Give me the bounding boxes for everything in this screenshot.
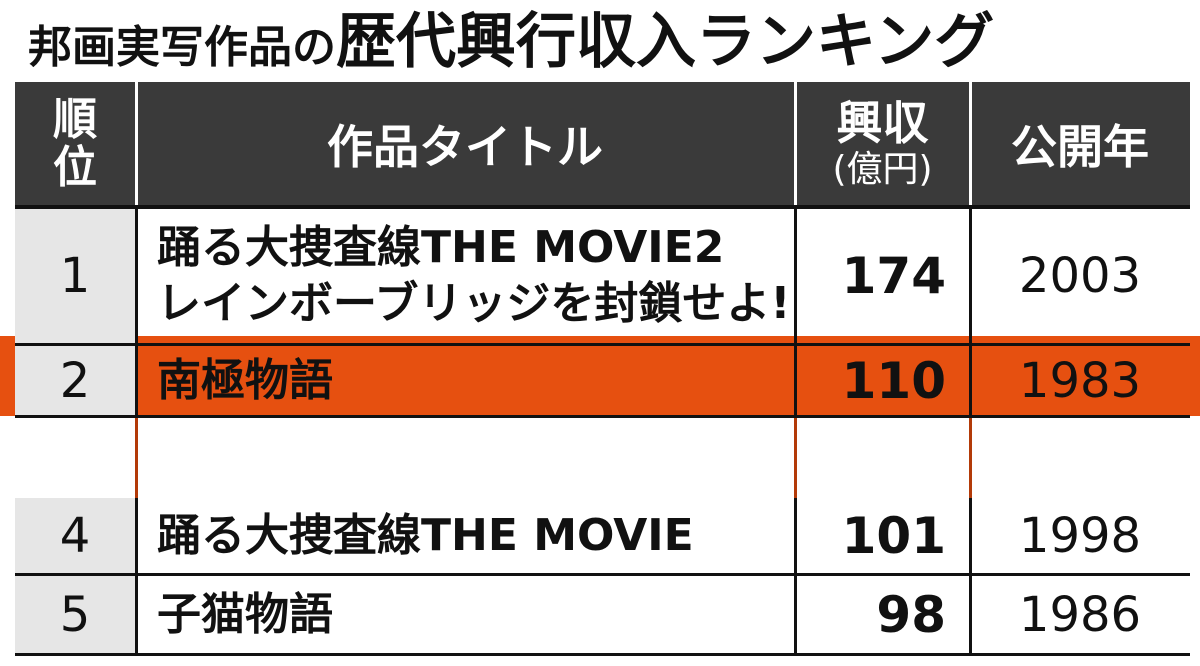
rank-cell: 5 — [15, 576, 135, 653]
rank-cell: 1 — [15, 209, 135, 343]
chart-title-prefix: 邦画実写作品の — [28, 22, 336, 73]
rank-cell-bg — [15, 498, 135, 573]
title-line: 踊る大捜査線THE MOVIE2 — [157, 222, 725, 273]
column-divider — [969, 498, 972, 573]
column-divider — [135, 346, 138, 415]
gross-value: 110 — [841, 351, 946, 410]
header-rank-line1: 順 — [53, 93, 97, 145]
header-gross-unit: (億円) — [832, 148, 933, 190]
ranking-table: 順 位 作品タイトル 興収 (億円) 公開年 1 踊る大捜査線THE MOVIE… — [15, 82, 1190, 660]
rank-cell: 4 — [15, 498, 135, 573]
title-cell: 踊る大捜査線THE MOVIE2 レインボーブリッジを封鎖せよ! — [135, 209, 795, 343]
rank-cell: 2 — [15, 346, 135, 415]
chart-title-main: 歴代興行収入ランキング — [336, 7, 995, 77]
year-cell: 2003 — [970, 209, 1190, 343]
rank-value: 5 — [59, 586, 91, 643]
gross-cell: 110 — [795, 346, 970, 415]
year-cell: 1986 — [970, 576, 1190, 653]
column-divider — [135, 498, 138, 573]
header-gross: 興収 (億円) — [795, 82, 970, 205]
header-divider — [135, 82, 138, 205]
header-year: 公開年 — [970, 82, 1190, 205]
column-divider — [969, 576, 972, 653]
column-divider — [135, 209, 138, 343]
year-cell: 1983 — [970, 346, 1190, 415]
title-line: 踊る大捜査線THE MOVIE — [157, 509, 694, 561]
gross-value: 174 — [841, 247, 946, 305]
table-row-highlighted: 3 国宝 105 2025 — [15, 418, 1190, 498]
year-value: 1983 — [1018, 352, 1142, 409]
header-title-label: 作品タイトル — [327, 119, 603, 174]
title-cell: 踊る大捜査線THE MOVIE — [135, 498, 795, 573]
title-line: 南極物語 — [157, 354, 333, 406]
rank-cell-bg — [15, 209, 135, 343]
header-divider — [969, 82, 972, 205]
table-row: 5 子猫物語 98 1986 — [15, 576, 1190, 656]
header-gross-label: 興収 — [836, 95, 929, 150]
gross-cell: 101 — [795, 498, 970, 573]
year-value: 1998 — [1018, 507, 1142, 564]
year-cell: 2025 — [970, 418, 1190, 498]
gross-value: 101 — [841, 506, 946, 565]
rank-value: 2 — [59, 352, 91, 409]
rank-cell-bg — [15, 346, 135, 415]
gross-value: 98 — [876, 585, 946, 644]
year-value: 2003 — [1018, 248, 1142, 304]
year-value: 1986 — [1018, 586, 1142, 643]
column-divider — [969, 346, 972, 415]
year-value: 2025 — [1011, 426, 1149, 490]
column-divider — [794, 346, 797, 415]
rank-value: 3 — [59, 430, 91, 486]
gross-cell: 98 — [795, 576, 970, 653]
header-rank-line2: 位 — [53, 141, 97, 193]
column-divider — [794, 576, 797, 653]
rank-cell: 3 — [15, 418, 135, 498]
title-cell: 子猫物語 — [135, 576, 795, 653]
table-row: 4 踊る大捜査線THE MOVIE 101 1998 — [15, 498, 1190, 576]
title-line: レインボーブリッジを封鎖せよ! — [157, 278, 791, 329]
title-cell: 南極物語 — [135, 346, 795, 415]
rank-value: 1 — [59, 248, 91, 304]
header-year-label: 公開年 — [1011, 119, 1149, 174]
column-divider — [794, 498, 797, 573]
chart-title: 邦画実写作品の歴代興行収入ランキング — [28, 6, 994, 78]
column-divider — [135, 576, 138, 653]
gross-value: 105 — [829, 425, 946, 491]
gross-cell: 174 — [795, 209, 970, 343]
column-divider — [794, 209, 797, 343]
title-line: 子猫物語 — [157, 588, 333, 640]
column-divider — [969, 418, 972, 498]
rank-value: 4 — [59, 507, 91, 564]
title-cell: 国宝 — [135, 418, 795, 498]
header-divider — [794, 82, 797, 205]
header-rank: 順 位 — [15, 82, 135, 205]
year-cell: 1998 — [970, 498, 1190, 573]
title-line: 国宝 — [157, 432, 365, 483]
rank-cell-bg — [15, 576, 135, 653]
column-divider — [969, 209, 972, 343]
table-row: 2 南極物語 110 1983 — [15, 346, 1190, 418]
gross-cell: 105 — [795, 418, 970, 498]
table-row: 1 踊る大捜査線THE MOVIE2 レインボーブリッジを封鎖せよ! 174 2… — [15, 209, 1190, 346]
table-header: 順 位 作品タイトル 興収 (億円) 公開年 — [15, 82, 1190, 209]
column-divider — [794, 418, 797, 498]
column-divider — [135, 418, 138, 498]
highlight-band — [0, 336, 1200, 416]
header-title: 作品タイトル — [135, 82, 795, 205]
